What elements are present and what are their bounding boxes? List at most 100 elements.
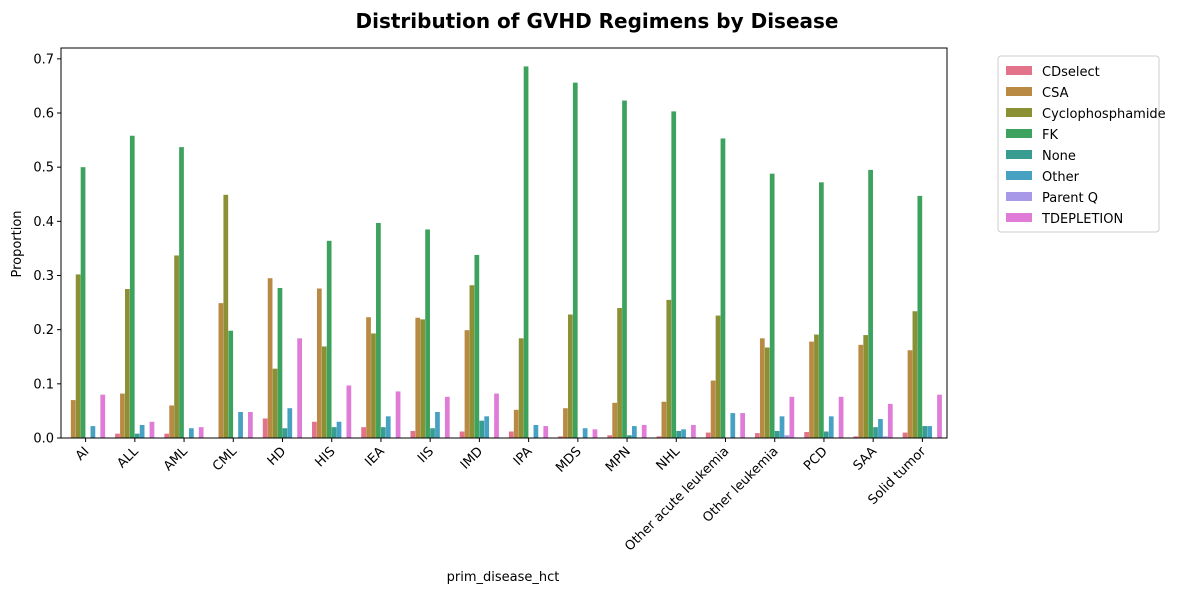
legend-swatch <box>1006 171 1032 180</box>
x-tick-label: ALL <box>115 444 143 472</box>
bar-cdselect-other-leukemia <box>755 433 760 439</box>
bar-cdselect-other-acute-leukemia <box>705 432 711 438</box>
bar-none-iis <box>430 428 435 438</box>
x-tick-label: CML <box>210 444 241 475</box>
bar-other-other-leukemia <box>779 416 785 438</box>
x-tick-label: IIS <box>415 444 437 466</box>
bar-other-hd <box>287 408 293 438</box>
legend: CDselect CSA Cyclophosphamide FK None Other Pa… <box>997 55 1166 233</box>
bar-other-saa <box>878 419 883 438</box>
bar-fk-mpn <box>622 100 627 438</box>
bar-csa-all <box>120 393 125 438</box>
bar-tdepletion-iis <box>444 396 450 438</box>
bar-csa-imd <box>464 330 470 438</box>
bar-fk-hd <box>277 287 283 438</box>
bar-fk-iea <box>376 222 381 438</box>
bar-cdselect-solid-tumor <box>902 432 908 438</box>
bar-csa-his <box>316 288 322 438</box>
x-tick-label: PCD <box>801 444 831 474</box>
bar-cdselect-his <box>312 421 317 438</box>
bar-none-other-leukemia <box>774 430 780 438</box>
bar-cyclophosphamide-other-leukemia <box>764 347 770 438</box>
bar-other-his <box>336 421 342 438</box>
bar-other-other-acute-leukemia <box>730 413 736 438</box>
bar-csa-ai <box>70 400 76 438</box>
bar-csa-saa <box>858 344 864 438</box>
bar-tdepletion-saa <box>887 403 893 439</box>
bar-other-nhl <box>681 429 686 438</box>
bar-tdepletion-ai <box>100 394 106 438</box>
y-tick-label: 0.7 <box>33 52 54 67</box>
bar-none-hd <box>282 428 288 438</box>
x-tick-label: MDS <box>553 444 584 475</box>
y-tick-label: 0.4 <box>33 215 54 230</box>
x-tick-label: NHL <box>654 444 684 474</box>
bar-cdselect-all <box>115 433 120 438</box>
bar-tdepletion-solid-tumor <box>937 394 942 438</box>
bar-cyclophosphamide-saa <box>863 335 869 438</box>
legend-entry: Cyclophosphamide <box>1042 107 1166 122</box>
legend-entry: FK <box>1042 128 1058 143</box>
bar-cdselect-pcd <box>804 432 809 438</box>
y-tick-label: 0.2 <box>33 323 54 338</box>
x-tick-label: AI <box>73 444 93 464</box>
x-axis-label: prim_disease_hct <box>447 570 560 585</box>
bar-tdepletion-cml <box>248 412 253 438</box>
bar-tdepletion-mds <box>592 429 598 438</box>
bar-other-cml <box>238 412 243 438</box>
bar-tdepletion-mpn <box>641 425 647 438</box>
bar-cyclophosphamide-cml <box>223 194 229 438</box>
bar-csa-ipa <box>513 409 519 438</box>
bar-tdepletion-pcd <box>838 396 844 438</box>
y-tick-label: 0.5 <box>33 161 54 176</box>
legend-entry: Parent Q <box>1042 191 1098 206</box>
bar-fk-solid-tumor <box>917 195 923 439</box>
bar-cyclophosphamide-iis <box>420 319 426 439</box>
legend-entry: CDselect <box>1042 65 1100 80</box>
bar-cyclophosphamide-mds <box>567 314 573 438</box>
bar-none-all <box>134 433 140 438</box>
x-axis: AI ALL AML CML HD HIS IEA IIS IMD IPA MDS MPN NHLOth… <box>73 438 930 554</box>
bar-fk-iis <box>425 229 430 438</box>
bar-cdselect-hd <box>262 418 268 438</box>
legend-entry: Other <box>1042 170 1080 185</box>
legend-swatch <box>1006 87 1032 96</box>
bar-cdselect-mds <box>558 436 563 439</box>
bar-cyclophosphamide-solid-tumor <box>912 311 918 438</box>
y-axis: 0.0 0.1 0.2 0.3 0.4 0.5 0.6 0.7 <box>33 52 61 447</box>
bar-fk-other-acute-leukemia <box>720 138 726 438</box>
bar-cdselect-saa <box>853 436 859 439</box>
bar-none-nhl <box>676 430 682 438</box>
bar-other-imd <box>484 416 490 438</box>
legend-swatch <box>1006 192 1032 201</box>
bar-none-his <box>331 427 337 438</box>
bar-cdselect-imd <box>459 431 465 438</box>
x-tick-label: MPN <box>603 444 634 475</box>
bar-fk-saa <box>868 169 873 439</box>
legend-swatch <box>1006 66 1032 75</box>
bar-cyclophosphamide-aml <box>174 255 179 438</box>
bar-none-mpn <box>627 435 632 438</box>
bar-csa-pcd <box>809 341 814 438</box>
bar-other-iis <box>435 412 440 438</box>
x-tick-label: AML <box>161 444 191 474</box>
bar-cyclophosphamide-mpn <box>617 308 622 438</box>
y-tick-label: 0.0 <box>33 432 54 447</box>
x-tick-label: HD <box>265 444 290 469</box>
bar-csa-iea <box>366 317 371 438</box>
legend-swatch <box>1006 108 1032 117</box>
bar-csa-cml <box>218 303 224 439</box>
legend-frame <box>997 55 1160 233</box>
bar-fk-other-leukemia <box>769 173 775 439</box>
bar-other-all <box>139 425 145 438</box>
bar-cyclophosphamide-nhl <box>666 299 672 439</box>
bar-none-saa <box>873 427 878 438</box>
bar-tdepletion-ipa <box>543 426 549 438</box>
y-tick-label: 0.6 <box>33 107 54 122</box>
legend-swatch <box>1006 213 1032 222</box>
x-tick-label: IEA <box>362 444 387 469</box>
bar-csa-iis <box>415 317 421 438</box>
bar-other-mds <box>582 428 588 438</box>
x-tick-label: HIS <box>312 444 338 470</box>
